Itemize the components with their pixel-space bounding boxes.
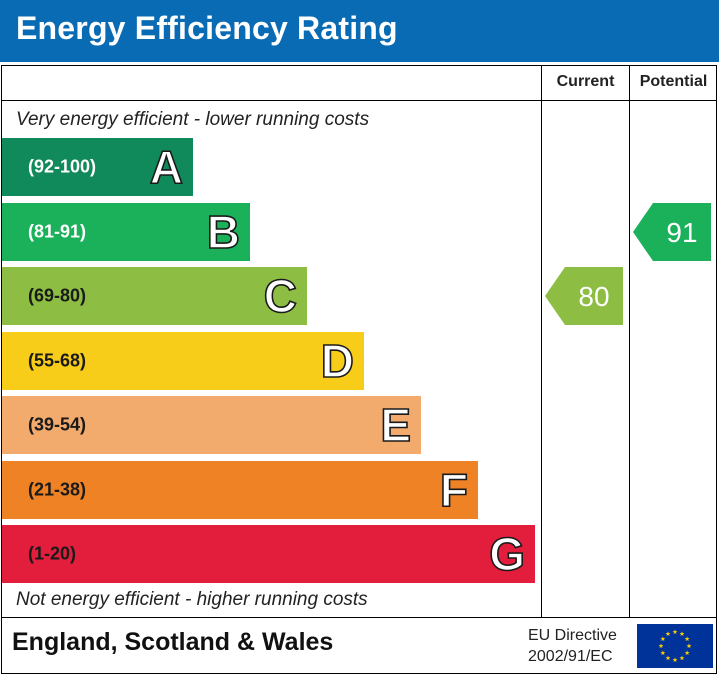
footer-divider (1, 617, 717, 618)
region-label: England, Scotland & Wales (12, 628, 334, 656)
band-range-label: (81-91) (28, 221, 87, 242)
bottom-note: Not energy efficient - higher running co… (16, 589, 368, 610)
band-letter: B (206, 206, 241, 258)
potential-column-header: Potential (639, 73, 708, 90)
band-e: (39-54) E (2, 396, 421, 454)
flag-star (672, 629, 678, 635)
band-b: (81-91) B (2, 203, 250, 261)
current-column-header: Current (556, 73, 615, 90)
potential-rating-value: 91 (666, 217, 697, 248)
band-letter: F (439, 464, 469, 516)
flag-star (684, 650, 690, 656)
top-note: Very energy efficient - lower running co… (16, 109, 370, 130)
directive-line-1: EU Directive (528, 627, 617, 644)
flag-star (665, 655, 671, 661)
band-letter: A (149, 141, 184, 193)
band-g: (1-20) G (2, 525, 535, 583)
divider-current (541, 65, 542, 618)
band-letter: G (488, 528, 525, 580)
current-rating-arrow: 80 (545, 267, 623, 325)
band-letter: C (263, 270, 298, 322)
band-range-label: (55-68) (28, 350, 87, 371)
flag-star (660, 636, 666, 642)
band-c: (69-80) C (2, 267, 307, 325)
flag-star (672, 657, 678, 663)
directive-line-2: 2002/91/EC (528, 648, 613, 665)
band-range-label: (92-100) (28, 156, 97, 177)
band-letter: E (380, 399, 412, 451)
band-a: (92-100) A (2, 138, 193, 196)
band-range-label: (39-54) (28, 414, 87, 435)
chart-frame (1, 65, 717, 674)
eu-flag-icon (637, 624, 713, 668)
band-range-label: (1-20) (28, 543, 77, 564)
band-d: (55-68) D (2, 332, 364, 390)
potential-rating-arrow: 91 (633, 203, 711, 261)
flag-star (679, 631, 685, 636)
flag-star (686, 643, 692, 649)
chart-title: Energy Efficiency Rating (16, 10, 398, 46)
flag-star (684, 636, 690, 642)
band-range-label: (69-80) (28, 285, 87, 306)
header-bar: Energy Efficiency Rating (0, 0, 719, 62)
current-rating-value: 80 (578, 281, 609, 312)
divider-potential (629, 65, 630, 618)
band-range-label: (21-38) (28, 479, 87, 500)
flag-star (665, 631, 671, 636)
band-letter: D (320, 335, 355, 387)
potential-arrow-shape (633, 203, 711, 261)
header-divider (1, 100, 717, 101)
current-arrow-shape (545, 267, 623, 325)
flag-star (679, 655, 685, 661)
flag-star (660, 650, 666, 656)
flag-star (658, 643, 664, 649)
band-f: (21-38) F (2, 461, 478, 519)
